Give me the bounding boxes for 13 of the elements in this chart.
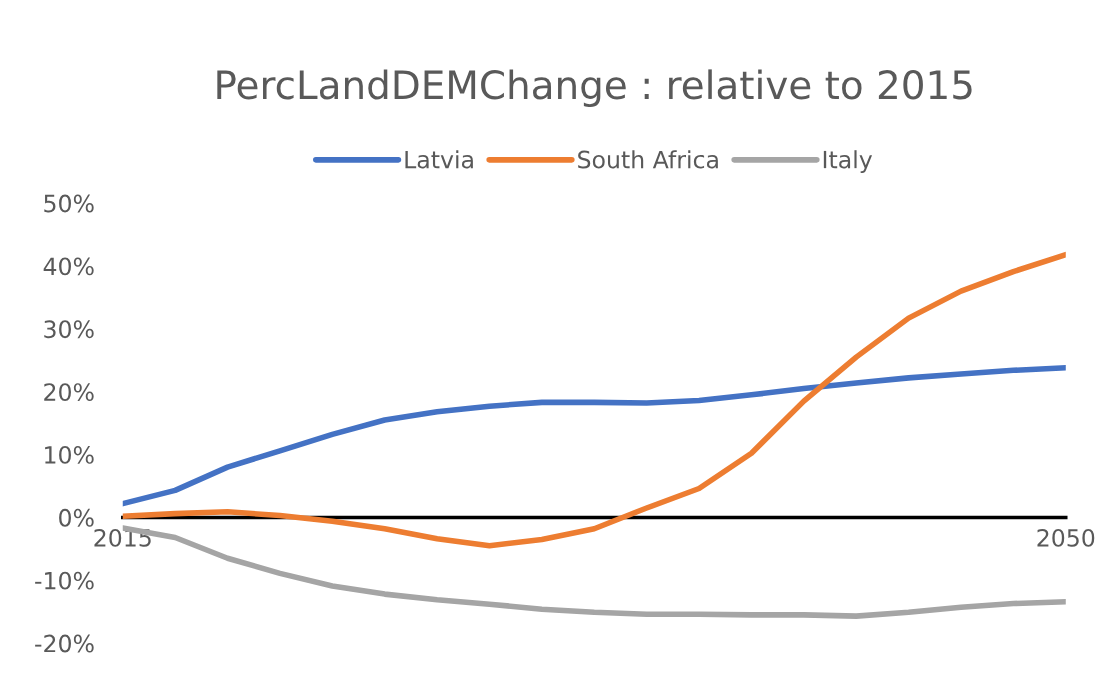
legend-label: Italy [823,150,873,174]
y-tick-label: 0% [59,508,94,527]
legend-label: South Africa [578,150,718,169]
y-tick-label: 50% [44,194,94,213]
y-tick-label: 10% [45,446,94,464]
y-tick-label: 40% [43,257,94,276]
y-tick-label: 30% [44,320,94,339]
chart-title: PercLandDEMChange : relative to 2015 [217,69,972,108]
x-tick-label: 2050 [1037,528,1095,547]
legend-label: Latvia [405,150,473,169]
y-tick-label: -20% [35,634,94,653]
y-tick-label: 20% [44,383,94,401]
y-tick-label: -10% [35,571,94,590]
